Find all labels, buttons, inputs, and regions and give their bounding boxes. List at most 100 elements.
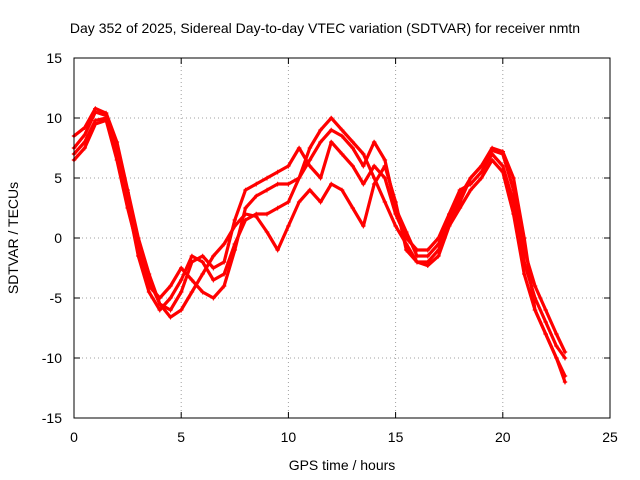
data-point: + <box>168 305 173 315</box>
data-point: + <box>286 161 291 171</box>
data-point: + <box>393 209 398 219</box>
data-point: + <box>264 173 269 183</box>
data-point: + <box>489 149 494 159</box>
data-point: + <box>543 329 548 339</box>
data-point: + <box>457 197 462 207</box>
data-point: + <box>436 245 441 255</box>
data-point: + <box>532 293 537 303</box>
data-point: + <box>296 173 301 183</box>
data-point: + <box>307 155 312 165</box>
data-point: + <box>425 251 430 261</box>
data-point: + <box>82 137 87 147</box>
chart-title: Day 352 of 2025, Sidereal Day-to-day VTE… <box>70 20 580 36</box>
data-point: + <box>211 275 216 285</box>
data-point: + <box>457 203 462 213</box>
data-point: + <box>339 125 344 135</box>
data-point: + <box>254 191 259 201</box>
data-point: + <box>146 269 151 279</box>
data-point: + <box>425 245 430 255</box>
data-point: + <box>93 103 98 113</box>
data-point: + <box>562 377 567 387</box>
data-point: + <box>468 179 473 189</box>
data-point: + <box>318 197 323 207</box>
data-point: + <box>500 167 505 177</box>
data-point: + <box>232 215 237 225</box>
data-point: + <box>372 161 377 171</box>
data-point: + <box>307 143 312 153</box>
data-point: + <box>200 251 205 261</box>
y-tick-label: 0 <box>54 230 62 246</box>
data-point: + <box>275 167 280 177</box>
data-point: + <box>522 233 527 243</box>
y-tick-label: 5 <box>54 170 62 186</box>
data-point: + <box>146 287 151 297</box>
data-point: + <box>436 251 441 261</box>
data-point: + <box>232 239 237 249</box>
data-point: + <box>243 185 248 195</box>
data-point: + <box>350 203 355 213</box>
x-tick-label: 5 <box>177 429 185 445</box>
x-tick-label: 20 <box>495 429 511 445</box>
y-tick-label: -5 <box>50 290 63 306</box>
data-point: + <box>436 233 441 243</box>
data-point: + <box>146 281 151 291</box>
data-point: + <box>275 179 280 189</box>
data-point: + <box>554 329 559 339</box>
data-point: + <box>339 131 344 141</box>
data-point: + <box>414 257 419 267</box>
y-axis-title: SDTVAR / TECUs <box>5 182 21 294</box>
data-point: + <box>125 187 130 197</box>
data-point: + <box>425 261 430 271</box>
data-point: + <box>457 185 462 195</box>
data-point: + <box>468 185 473 195</box>
data-point: + <box>382 155 387 165</box>
series-line <box>72 116 567 354</box>
data-point: + <box>404 233 409 243</box>
data-point: + <box>296 143 301 153</box>
data-point: + <box>562 347 567 357</box>
x-tick-label: 0 <box>70 429 78 445</box>
data-point: + <box>511 185 516 195</box>
data-point: + <box>125 197 130 207</box>
data-point: + <box>554 341 559 351</box>
data-point: + <box>254 179 259 189</box>
data-point: + <box>532 281 537 291</box>
data-point: + <box>104 108 109 118</box>
data-point: + <box>393 203 398 213</box>
x-axis-title: GPS time / hours <box>289 457 396 473</box>
data-point: + <box>114 149 119 159</box>
data-point: + <box>296 197 301 207</box>
data-point: + <box>329 125 334 135</box>
data-point: + <box>543 305 548 315</box>
data-point: + <box>414 245 419 255</box>
data-point: + <box>157 305 162 315</box>
data-point: + <box>93 107 98 117</box>
data-point: + <box>543 317 548 327</box>
data-point: + <box>82 123 87 133</box>
data-point: + <box>189 287 194 297</box>
data-point: + <box>168 293 173 303</box>
data-point: + <box>479 161 484 171</box>
data-point: + <box>221 257 226 267</box>
data-point: + <box>361 161 366 171</box>
data-point: + <box>329 179 334 189</box>
data-point: + <box>372 173 377 183</box>
data-point: + <box>562 371 567 381</box>
data-point: + <box>361 179 366 189</box>
data-point: + <box>179 305 184 315</box>
data-point: + <box>404 227 409 237</box>
y-tick-label: -10 <box>42 350 62 366</box>
data-point: + <box>200 257 205 267</box>
data-point: + <box>350 143 355 153</box>
data-point: + <box>189 257 194 267</box>
data-point: + <box>200 287 205 297</box>
data-point: + <box>329 113 334 123</box>
data-point: + <box>104 113 109 123</box>
data-point: + <box>436 239 441 249</box>
data-point: + <box>372 137 377 147</box>
data-point: + <box>264 209 269 219</box>
data-point: + <box>361 221 366 231</box>
data-point: + <box>211 263 216 273</box>
data-point: + <box>82 143 87 153</box>
